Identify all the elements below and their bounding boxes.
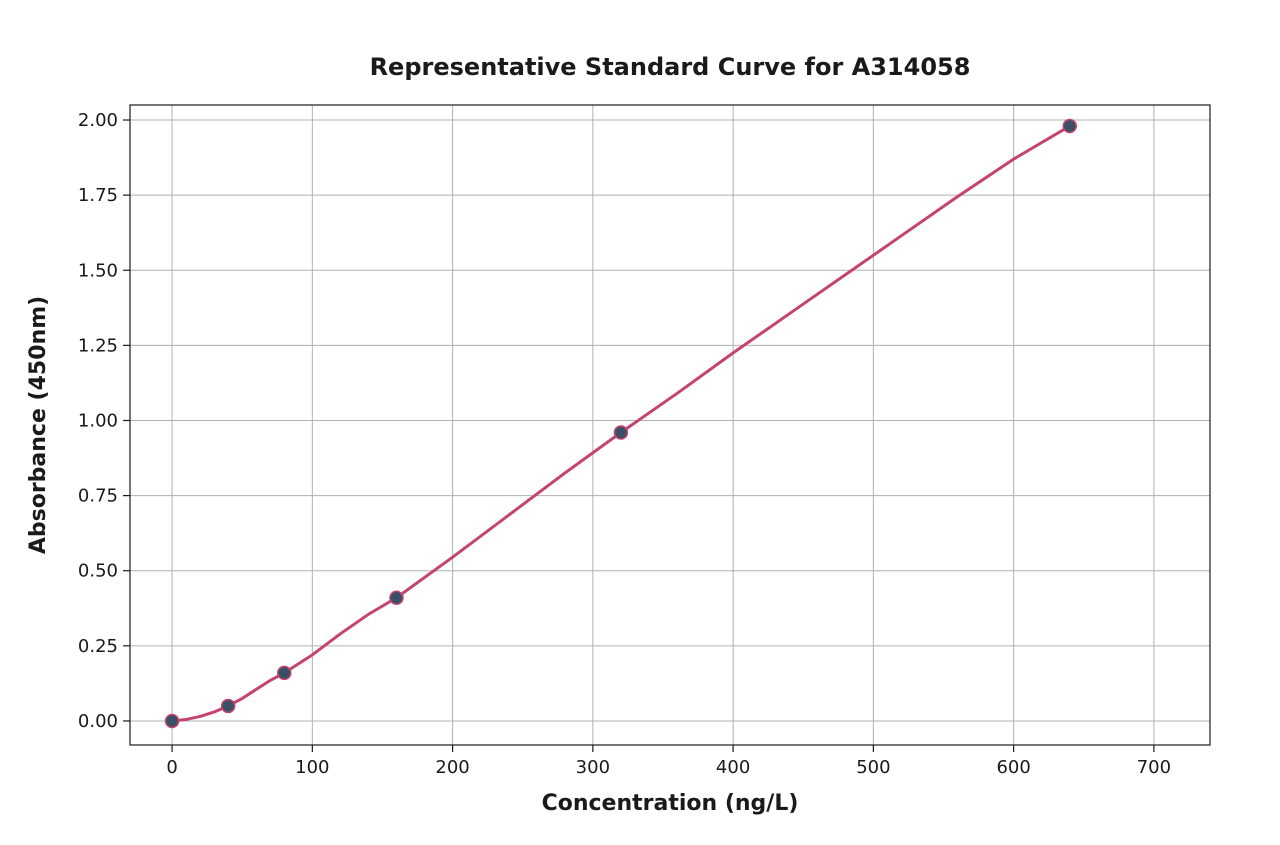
y-tick-label: 0.75 (78, 486, 118, 507)
x-tick-label: 500 (856, 757, 890, 778)
x-tick-label: 200 (435, 757, 469, 778)
y-tick-label: 0.00 (78, 711, 118, 732)
data-point-marker (1063, 120, 1076, 133)
x-tick-label: 0 (166, 757, 177, 778)
x-tick-label: 400 (716, 757, 750, 778)
y-tick-label: 0.25 (78, 636, 118, 657)
standard-curve-chart: 0 100 200 300 400 500 600 700 0.00 0.25 0.50 0.75 1.… (0, 0, 1280, 845)
data-point-marker (614, 426, 627, 439)
data-point-marker (390, 591, 403, 604)
x-tick-label: 300 (576, 757, 610, 778)
x-axis-label: Concentration (ng/L) (542, 791, 799, 816)
y-axis-label: Absorbance (450nm) (26, 296, 51, 554)
data-point-marker (278, 666, 291, 679)
x-tick-label: 100 (295, 757, 329, 778)
y-tick-label: 0.50 (78, 561, 118, 582)
data-point-marker (166, 714, 179, 727)
x-tick-label: 600 (996, 757, 1030, 778)
chart-svg: 0 100 200 300 400 500 600 700 0.00 0.25 0.50 0.75 1.… (0, 0, 1280, 845)
data-point-marker (222, 699, 235, 712)
y-tick-label: 2.00 (78, 110, 118, 131)
y-tick-label: 1.75 (78, 185, 118, 206)
y-tick-label: 1.25 (78, 335, 118, 356)
y-tick-label: 1.00 (78, 410, 118, 431)
chart-title: Representative Standard Curve for A31405… (370, 53, 971, 81)
x-tick-label: 700 (1137, 757, 1171, 778)
y-tick-label: 1.50 (78, 260, 118, 281)
